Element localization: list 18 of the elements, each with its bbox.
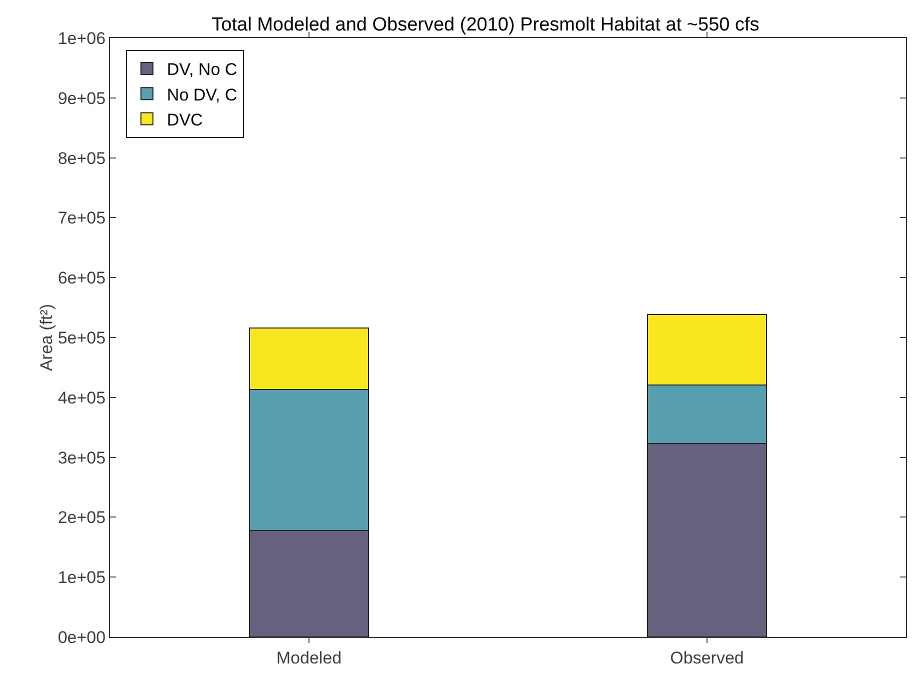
y-axis-title: Area (ft²): [36, 304, 56, 372]
y-tick-label: 1e+05: [58, 568, 106, 588]
y-tick-label: 6e+05: [58, 268, 106, 288]
y-tick-label: 4e+05: [58, 388, 106, 408]
legend-label: No DV, C: [166, 85, 238, 104]
y-tick-label: 7e+05: [58, 208, 106, 228]
y-tick-label: 8e+05: [58, 148, 106, 168]
y-tick-label: 9e+05: [58, 88, 106, 108]
x-tick-label: Observed: [670, 648, 744, 668]
y-tick-label: 0e+00: [58, 628, 106, 647]
legend-label: DVC: [166, 110, 203, 130]
y-tick-label: 3e+05: [58, 448, 106, 468]
y-tick-label: 5e+05: [58, 328, 106, 348]
y-tick-label: 1e+06: [58, 28, 106, 48]
y-tick-label: 2e+05: [58, 508, 106, 528]
chart-title: Total Modeled and Observed (2010) Presmolt Habitat at ~550 cfs: [212, 14, 760, 36]
legend-label: DV, No C: [166, 60, 238, 80]
x-tick-label: Modeled: [276, 648, 342, 668]
